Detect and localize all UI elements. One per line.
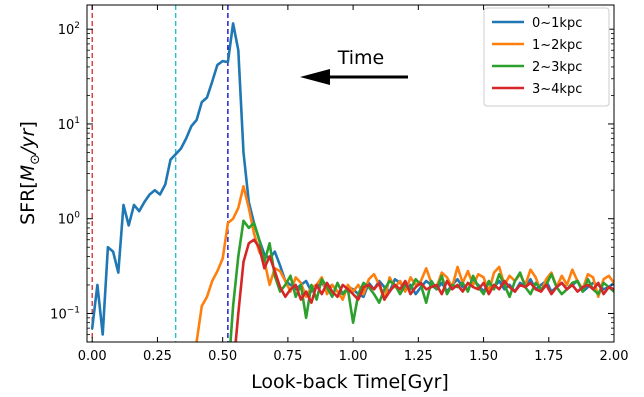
legend-label-1: 1~2kpc bbox=[532, 38, 582, 53]
y-tick-label: 102 bbox=[58, 21, 80, 38]
y-axis-label: SFR[M⊙/yr] bbox=[17, 121, 43, 225]
series-line-1 bbox=[195, 185, 614, 342]
legend-label-2: 2~3kpc bbox=[532, 60, 582, 75]
x-tick-label: 1.75 bbox=[534, 349, 563, 364]
legend-label-3: 3~4kpc bbox=[532, 82, 582, 97]
x-tick-label: 0.50 bbox=[208, 349, 237, 364]
legend-label-0: 0~1kpc bbox=[532, 16, 582, 31]
x-tick-label: 0.00 bbox=[78, 349, 107, 364]
series-line-3 bbox=[234, 238, 614, 342]
x-tick-label: 0.75 bbox=[273, 349, 302, 364]
x-tick-label: 1.25 bbox=[404, 349, 433, 364]
y-tick-label: 100 bbox=[58, 211, 81, 228]
y-tick-label: 101 bbox=[58, 116, 80, 133]
time-arrow-head bbox=[300, 69, 330, 85]
time-annotation-label: Time bbox=[337, 47, 385, 69]
x-tick-label: 1.00 bbox=[339, 349, 368, 364]
series-lines bbox=[90, 22, 614, 342]
x-axis-label: Look-back Time[Gyr] bbox=[251, 371, 449, 393]
time-annotation: Time bbox=[300, 47, 408, 85]
x-tick-label: 1.50 bbox=[469, 349, 498, 364]
legend: 0~1kpc 1~2kpc 2~3kpc 3~4kpc bbox=[483, 7, 610, 107]
x-tick-label: 0.25 bbox=[143, 349, 172, 364]
x-tick-label: 2.00 bbox=[600, 349, 629, 364]
x-axis-ticks: 0.00 0.25 0.50 0.75 1.00 1.25 1.50 1.75 2.00 bbox=[78, 5, 629, 364]
y-axis-ticks: 10−1 100 101 102 bbox=[50, 21, 614, 343]
legend-box bbox=[483, 7, 610, 107]
y-tick-label: 10−1 bbox=[50, 305, 80, 322]
